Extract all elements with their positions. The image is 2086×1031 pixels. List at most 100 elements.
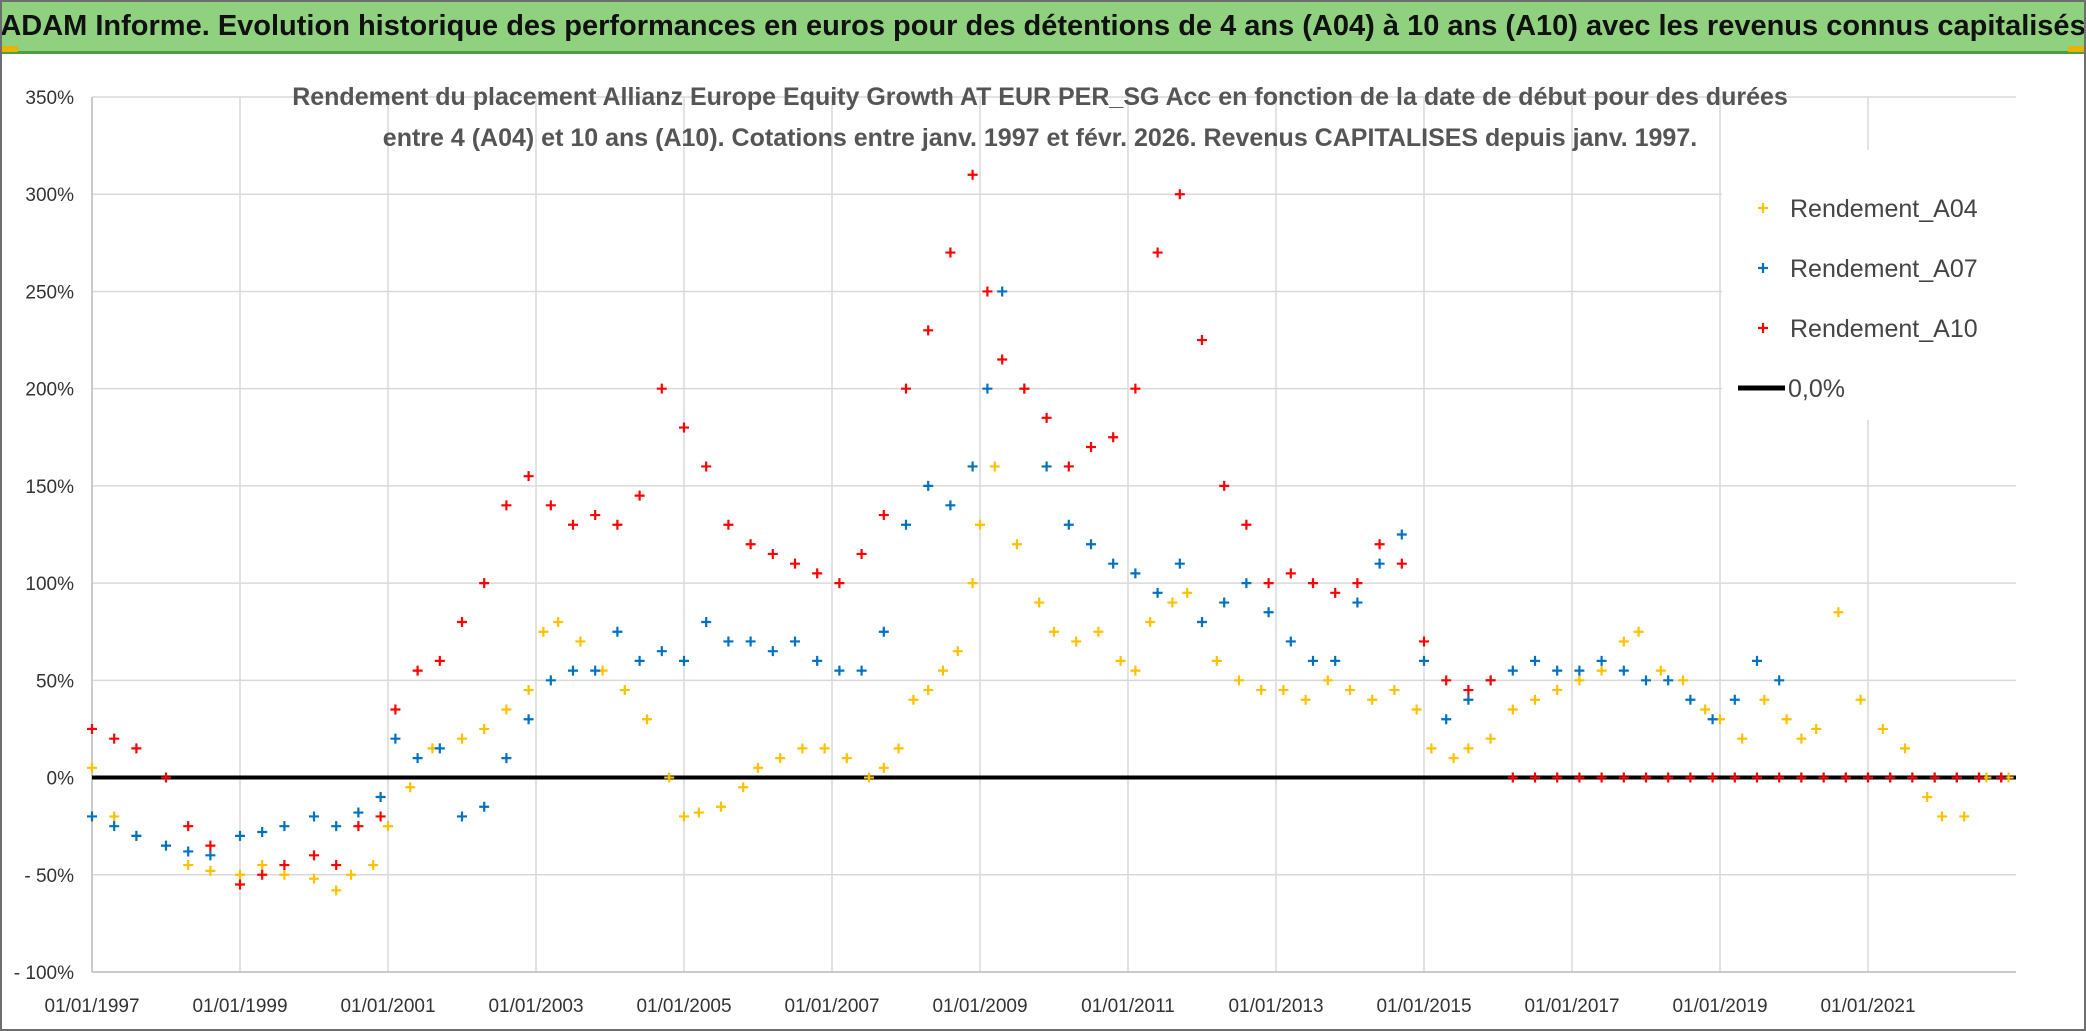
point-a07 bbox=[131, 830, 142, 841]
legend-background bbox=[1722, 150, 2020, 420]
series-A07 bbox=[87, 286, 2007, 861]
point-a04 bbox=[523, 685, 534, 696]
point-a10 bbox=[412, 665, 423, 676]
x-tick-label: 01/01/2015 bbox=[1376, 996, 1471, 1017]
point-a07 bbox=[1618, 665, 1629, 676]
x-tick-label: 01/01/2013 bbox=[1228, 996, 1323, 1017]
point-a10 bbox=[701, 461, 712, 472]
point-a07 bbox=[257, 827, 268, 837]
point-a04 bbox=[975, 519, 985, 530]
point-a07 bbox=[1574, 665, 1585, 676]
chart-title-line-1: Rendement du placement Allianz Europe Eq… bbox=[292, 83, 1788, 111]
point-a04 bbox=[1211, 655, 1222, 666]
legend-label-a04: Rendement_A04 bbox=[1790, 195, 1978, 223]
y-tick-label: 50% bbox=[36, 671, 74, 692]
point-a07 bbox=[279, 821, 290, 832]
point-a07 bbox=[812, 655, 823, 666]
x-tick-label: 01/01/1999 bbox=[192, 996, 287, 1017]
point-a04 bbox=[1145, 617, 1156, 627]
point-a10 bbox=[790, 558, 800, 569]
point-a10 bbox=[1352, 578, 1363, 589]
point-a04 bbox=[1633, 626, 1644, 637]
point-a04 bbox=[1959, 811, 1970, 822]
point-a07 bbox=[878, 626, 889, 637]
point-a04 bbox=[183, 860, 194, 871]
point-a07 bbox=[1152, 587, 1163, 598]
point-a07 bbox=[1729, 694, 1740, 705]
point-a10 bbox=[1197, 335, 1207, 346]
point-a04 bbox=[346, 869, 356, 880]
point-a04 bbox=[1012, 539, 1022, 550]
point-a07 bbox=[1596, 655, 1607, 666]
point-a07 bbox=[1774, 675, 1785, 686]
point-a04 bbox=[257, 860, 268, 871]
point-a10 bbox=[634, 490, 645, 501]
point-a10 bbox=[1174, 189, 1185, 200]
point-a10 bbox=[590, 510, 601, 521]
point-a07 bbox=[353, 807, 364, 818]
point-a10 bbox=[1796, 772, 1807, 783]
point-a04 bbox=[1700, 704, 1711, 715]
banner-accent-right bbox=[2068, 46, 2084, 52]
point-a04 bbox=[1655, 665, 1666, 676]
point-a10 bbox=[235, 879, 245, 890]
point-a10 bbox=[1463, 685, 1474, 696]
point-a10 bbox=[1574, 772, 1585, 783]
point-a04 bbox=[716, 801, 726, 812]
point-a04 bbox=[989, 461, 1000, 472]
point-a10 bbox=[1707, 772, 1718, 783]
point-a04 bbox=[383, 821, 393, 832]
point-a10 bbox=[1108, 432, 1119, 443]
point-a07 bbox=[568, 665, 578, 676]
point-a07 bbox=[375, 792, 386, 802]
point-a07 bbox=[1330, 655, 1341, 666]
point-a10 bbox=[767, 548, 778, 559]
point-a04 bbox=[1811, 723, 1822, 734]
point-a10 bbox=[901, 383, 911, 394]
point-a04 bbox=[642, 714, 652, 725]
point-a07 bbox=[723, 636, 734, 647]
point-a04 bbox=[1448, 753, 1459, 764]
point-a10 bbox=[501, 500, 512, 511]
x-tick-label: 01/01/2005 bbox=[636, 996, 731, 1017]
y-tick-label: 350% bbox=[25, 88, 74, 109]
point-a04 bbox=[1130, 665, 1141, 676]
point-a04 bbox=[1596, 665, 1607, 676]
point-a07 bbox=[997, 286, 1008, 297]
point-a07 bbox=[457, 811, 467, 822]
data-points bbox=[87, 169, 2014, 896]
x-tick-label: 01/01/2003 bbox=[488, 996, 583, 1017]
point-a10 bbox=[1774, 772, 1785, 783]
point-a10 bbox=[834, 578, 845, 589]
point-a04 bbox=[1345, 685, 1355, 696]
point-a10 bbox=[1441, 675, 1452, 686]
point-a04 bbox=[693, 807, 704, 818]
point-a07 bbox=[967, 461, 978, 472]
point-a04 bbox=[841, 753, 852, 764]
point-a04 bbox=[908, 694, 919, 705]
point-a10 bbox=[1951, 772, 1962, 783]
point-a07 bbox=[1308, 655, 1318, 666]
x-tick-label: 01/01/2009 bbox=[932, 996, 1027, 1017]
point-a07 bbox=[634, 655, 645, 666]
point-a10 bbox=[1485, 675, 1496, 686]
point-a10 bbox=[982, 286, 993, 297]
point-a10 bbox=[1885, 772, 1896, 783]
point-a04 bbox=[1485, 733, 1496, 744]
point-a07 bbox=[1441, 714, 1452, 725]
point-a04 bbox=[1759, 694, 1770, 705]
point-a04 bbox=[575, 636, 586, 647]
point-a10 bbox=[545, 500, 556, 511]
point-a10 bbox=[856, 548, 867, 559]
point-a04 bbox=[952, 646, 963, 657]
point-a10 bbox=[257, 869, 268, 880]
point-a10 bbox=[1596, 772, 1607, 783]
point-a07 bbox=[1108, 558, 1119, 569]
point-a04 bbox=[923, 685, 934, 696]
point-a07 bbox=[1130, 568, 1141, 579]
point-a04 bbox=[1937, 811, 1947, 822]
point-a04 bbox=[797, 743, 808, 754]
point-a10 bbox=[1396, 558, 1407, 569]
point-a04 bbox=[1796, 733, 1807, 744]
point-a10 bbox=[131, 743, 142, 754]
